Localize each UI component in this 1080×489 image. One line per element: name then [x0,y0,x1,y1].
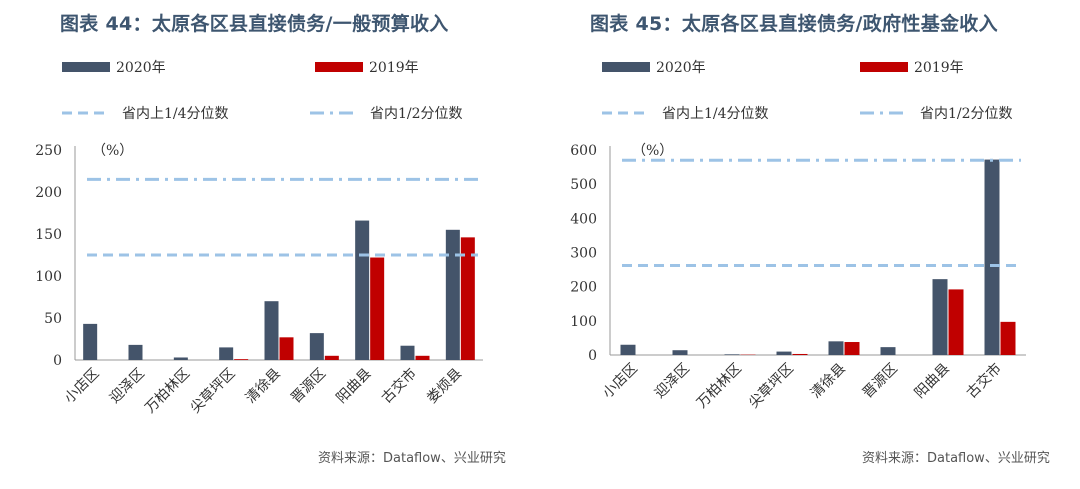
bar-2019 [1000,321,1016,355]
y-tick-label: 200 [35,185,62,201]
bar-2019 [324,355,339,360]
bar-2020 [309,333,324,360]
y-tick-label: 50 [44,311,62,327]
y-tick-label: 400 [570,211,597,227]
bar-2020 [355,220,370,360]
x-category-label: 古交市 [378,365,420,407]
bar-2020 [880,347,896,355]
bar-2020 [83,323,98,360]
bar-2020 [828,341,844,355]
legend-swatch-2020 [602,62,650,72]
legend-label: 2020年 [656,60,706,76]
x-category-label: 阳曲县 [333,366,374,407]
chart-title: 图表 44：太原各区县直接债务/一般预算收入 [60,13,449,35]
bar-2020 [776,351,792,355]
x-category-label: 尖草坪区 [746,361,797,412]
y-tick-label: 150 [35,227,62,243]
legend-label: 2020年 [116,60,166,76]
bar-2019 [279,337,294,360]
bar-2019 [370,257,385,360]
y-tick-label: 0 [588,348,597,364]
x-category-label: 迎泽区 [652,361,693,402]
x-category-label: 晋源区 [288,366,329,407]
legend-refline-label: 省内上1/4分位数 [662,106,769,122]
legend-label: 2019年 [369,60,419,76]
legend-swatch-2019 [860,62,908,72]
x-category-label: 小店区 [61,366,102,407]
y-tick-label: 600 [570,143,597,159]
y-tick-label: 200 [570,280,597,296]
bar-2019 [792,353,808,355]
bar-2020 [932,279,948,355]
bar-2019 [234,359,249,360]
chart-debt-to-fund-revenue: 图表 45：太原各区县直接债务/政府性基金收入 2020年 2019年省内上1/4… [540,0,1080,489]
x-category-label: 万柏林区 [142,366,193,417]
bar-2020 [173,357,188,360]
legend-refline-label: 省内1/2分位数 [920,106,1013,122]
chart-debt-to-budget-revenue: 图表 44：太原各区县直接债务/一般预算收入 2020年 2019年省内上1/4分… [35,13,506,466]
bar-2019 [948,289,964,355]
y-tick-label: 250 [35,143,62,159]
source-note: 资料来源：Dataflow、兴业研究 [862,451,1050,466]
legend-swatch-2019 [315,62,363,72]
x-category-label: 小店区 [600,361,641,402]
legend-refline-label: 省内1/2分位数 [370,106,463,122]
x-category-label: 晋源区 [860,361,901,402]
x-category-label: 清徐县 [243,366,284,407]
x-category-label: 阳曲县 [912,361,953,402]
bar-2020 [400,345,415,360]
y-tick-label: 0 [53,353,62,369]
legend-swatch-2020 [62,62,110,72]
x-category-label: 万柏林区 [694,361,745,412]
legend-refline-label: 省内上1/4分位数 [122,106,229,122]
y-tick-label: 300 [570,246,597,262]
x-category-label: 迎泽区 [107,366,148,407]
x-category-label: 清徐县 [808,361,849,402]
y-tick-label: 100 [570,314,597,330]
bar-2020 [264,301,279,360]
bar-2019 [844,342,860,355]
bar-2020 [724,354,740,355]
bar-2020 [445,229,460,360]
bar-2020 [672,350,688,355]
x-category-label: 尖草坪区 [188,366,239,417]
x-category-label: 娄烦县 [424,366,465,407]
bar-2019 [415,355,430,360]
bar-2020 [984,159,1000,355]
bar-2019 [460,237,475,360]
y-tick-label: 100 [35,269,62,285]
source-note: 资料来源：Dataflow、兴业研究 [318,451,506,466]
x-category-label: 古交市 [963,360,1005,402]
unit-label: （%） [92,143,133,159]
bar-2020 [128,344,143,360]
bar-2020 [620,344,636,355]
y-tick-label: 500 [570,177,597,193]
chart-title: 图表 45：太原各区县直接债务/政府性基金收入 [590,13,998,35]
legend-label: 2019年 [914,60,964,76]
bar-2020 [219,347,234,360]
unit-label: （%） [632,143,673,159]
